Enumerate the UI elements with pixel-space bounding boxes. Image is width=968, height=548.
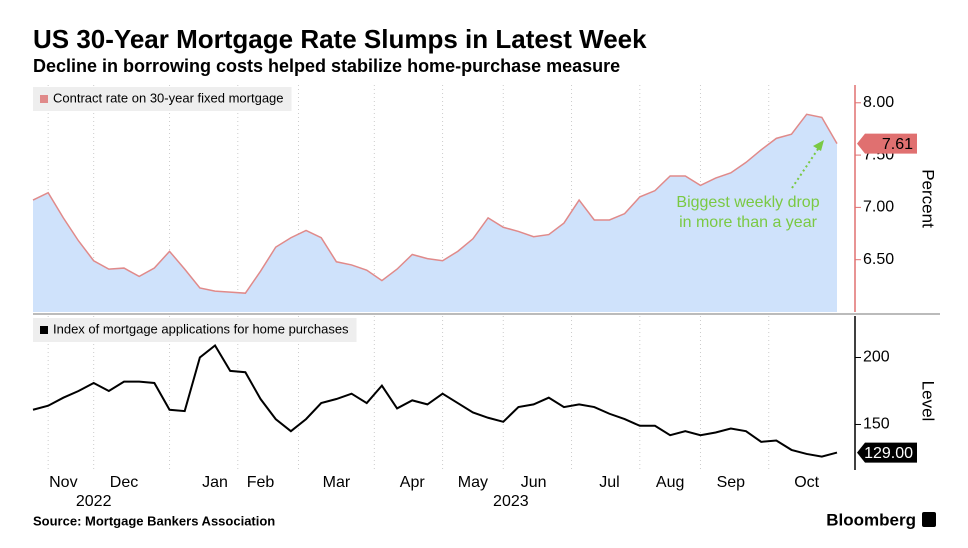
- source: Source: Mortgage Bankers Association: [33, 513, 275, 528]
- chart-subtitle: Decline in borrowing costs helped stabil…: [33, 56, 620, 76]
- legend-swatch: [40, 326, 48, 334]
- x-tick-label: Feb: [247, 474, 275, 491]
- line: [32, 343, 838, 458]
- x-tick-label: Jul: [599, 474, 619, 491]
- legend: Contract rate on 30-year fixed mortgage: [33, 87, 292, 111]
- y-tick-label: 6.50: [863, 251, 894, 268]
- last-value-label: 7.61: [882, 136, 913, 153]
- line: [32, 113, 838, 294]
- x-year-label: 2022: [76, 493, 112, 510]
- y-axis-label: Percent: [919, 169, 938, 228]
- x-tick-label: Apr: [400, 474, 426, 491]
- annotation: in more than a year: [679, 214, 818, 231]
- y-axis-label: Level: [919, 381, 938, 422]
- y-tick-label: 200: [863, 349, 890, 366]
- legend-box: [33, 318, 357, 342]
- y-tick-label: 8.00: [863, 94, 894, 111]
- x-tick-label: Mar: [323, 474, 351, 491]
- area: [33, 114, 837, 313]
- annotation: Biggest weekly drop: [676, 194, 819, 211]
- legend-label: Contract rate on 30-year fixed mortgage: [53, 90, 284, 105]
- annotation-arrowhead: [813, 140, 824, 151]
- x-year-label: 2023: [493, 493, 529, 510]
- last-value-label: 129.00: [864, 445, 913, 462]
- brand: Bloomberg: [826, 510, 916, 529]
- last-value-badge: [857, 133, 917, 154]
- x-tick-label: Sep: [717, 474, 746, 491]
- legend-box: [33, 87, 292, 111]
- x-tick-label: Jan: [202, 474, 228, 491]
- y-tick-label: 7.00: [863, 199, 894, 216]
- x-tick-label: Oct: [794, 474, 819, 491]
- x-tick-label: Jun: [521, 474, 547, 491]
- brand-icon: [922, 512, 936, 527]
- annotation-arrow: [791, 145, 821, 189]
- x-tick-label: Nov: [49, 474, 77, 491]
- x-tick-label: May: [458, 474, 488, 491]
- x-tick-label: Dec: [110, 474, 138, 491]
- legend-label: Index of mortgage applications for home …: [53, 321, 349, 336]
- y-tick-label: 150: [863, 416, 890, 433]
- legend-swatch: [40, 95, 48, 103]
- last-value-badge: [857, 442, 917, 463]
- legend: Index of mortgage applications for home …: [33, 318, 357, 342]
- x-tick-label: Aug: [656, 474, 684, 491]
- chart-title: US 30-Year Mortgage Rate Slumps in Lates…: [33, 24, 647, 54]
